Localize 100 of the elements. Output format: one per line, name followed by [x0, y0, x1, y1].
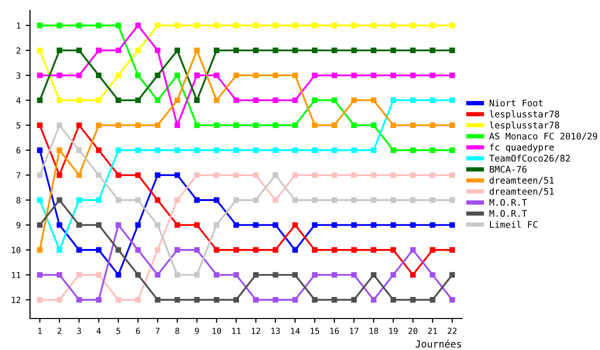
y-tick-label: 1	[16, 22, 20, 29]
point	[292, 222, 298, 228]
point	[292, 272, 298, 278]
point	[351, 48, 357, 54]
point	[233, 147, 239, 153]
y-tick-label: 9	[16, 222, 20, 228]
point	[410, 172, 416, 178]
legend-label: lesplusstar78	[490, 121, 560, 130]
point	[37, 172, 43, 178]
point	[76, 222, 82, 228]
point	[56, 272, 62, 278]
point	[253, 122, 259, 128]
point	[56, 48, 62, 54]
y-tick-label: 12	[12, 296, 20, 303]
x-tick-label: 13	[271, 328, 280, 334]
point	[410, 222, 416, 228]
point	[214, 172, 220, 178]
point	[233, 98, 239, 104]
point	[37, 48, 43, 54]
point	[370, 197, 376, 203]
point	[312, 98, 318, 104]
point	[410, 197, 416, 203]
point	[332, 72, 338, 78]
point	[214, 122, 220, 128]
point	[272, 172, 278, 178]
point	[312, 48, 318, 54]
point	[174, 98, 180, 104]
x-tick-label: 8	[175, 328, 180, 334]
point	[390, 272, 396, 278]
point	[370, 48, 376, 54]
point	[272, 98, 278, 104]
point	[214, 147, 220, 153]
point	[214, 22, 220, 28]
point	[194, 147, 200, 153]
point	[56, 72, 62, 78]
point	[214, 222, 220, 228]
legend-label: lesplusstar78	[490, 110, 560, 120]
y-tick-label: 2	[16, 47, 20, 54]
point	[332, 48, 338, 54]
point	[135, 48, 141, 54]
point	[449, 247, 455, 253]
point	[449, 72, 455, 78]
point	[174, 197, 180, 203]
point	[194, 22, 200, 28]
point	[96, 247, 102, 253]
point	[449, 297, 455, 303]
point	[214, 297, 220, 303]
point	[154, 122, 160, 128]
point	[96, 72, 102, 78]
x-axis-title: Journées	[416, 340, 462, 348]
point	[430, 247, 436, 253]
point	[96, 297, 102, 303]
y-tick-label: 10	[12, 246, 20, 254]
point	[233, 22, 239, 28]
point	[253, 172, 259, 178]
point	[96, 122, 102, 128]
point	[272, 222, 278, 228]
point	[332, 122, 338, 128]
point	[370, 72, 376, 78]
point	[272, 197, 278, 203]
point	[37, 72, 43, 78]
point	[253, 72, 259, 78]
point	[390, 122, 396, 128]
point	[292, 197, 298, 203]
point	[351, 272, 357, 278]
point	[430, 297, 436, 303]
point	[174, 48, 180, 54]
point	[233, 272, 239, 278]
point	[116, 72, 122, 78]
x-tick-label: 9	[194, 328, 199, 334]
point	[370, 247, 376, 253]
point	[449, 98, 455, 104]
x-tick-label: 5	[116, 328, 120, 334]
x-tick-label: 1	[38, 328, 42, 334]
point	[116, 272, 122, 278]
point	[410, 247, 416, 253]
point	[96, 98, 102, 104]
point	[76, 98, 82, 104]
point	[272, 247, 278, 253]
point	[253, 247, 259, 253]
legend-label: AS Monaco FC 2010/29	[489, 132, 598, 140]
point	[174, 147, 180, 153]
point	[351, 247, 357, 253]
point	[233, 48, 239, 54]
point	[96, 272, 102, 278]
point	[76, 22, 82, 28]
point	[56, 247, 62, 253]
point	[312, 297, 318, 303]
y-tick-label: 7	[16, 172, 20, 178]
point	[292, 98, 298, 104]
point	[272, 147, 278, 153]
point	[390, 222, 396, 228]
point	[194, 72, 200, 78]
point	[174, 72, 180, 78]
point	[253, 272, 259, 278]
point	[370, 297, 376, 303]
point	[370, 22, 376, 28]
point	[332, 247, 338, 253]
point	[135, 98, 141, 104]
point	[253, 297, 259, 303]
